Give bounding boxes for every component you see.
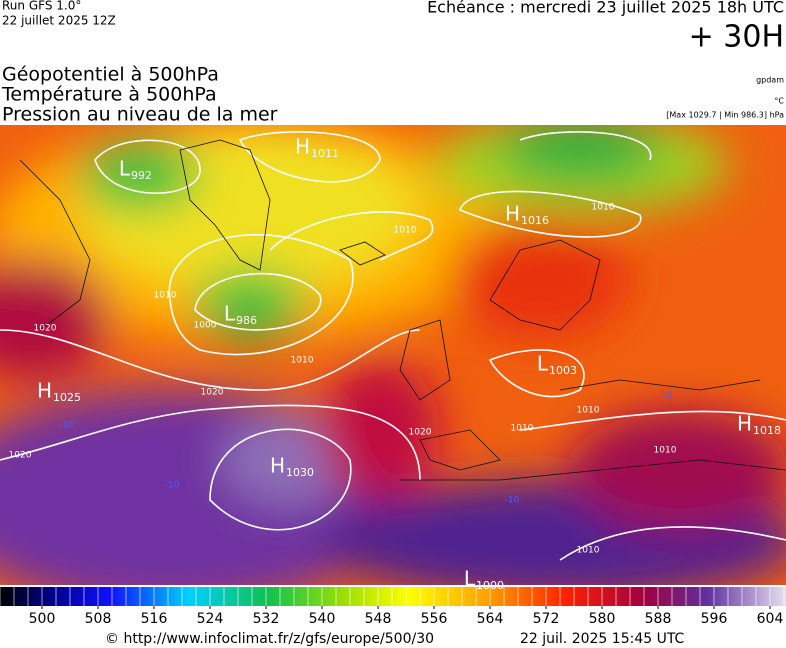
colorbar-tick-label: 588 bbox=[645, 611, 672, 627]
isobar-label: 1020 bbox=[34, 324, 57, 334]
pressure-center: H bbox=[737, 412, 752, 436]
pressure-value: 986 bbox=[236, 314, 257, 327]
source-url: © http://www.infoclimat.fr/z/gfs/europe/… bbox=[105, 631, 434, 647]
map-title: Température à 500hPa bbox=[1, 84, 217, 106]
colorbar-tick-label: 596 bbox=[701, 611, 728, 627]
colorbar-tick-label: 604 bbox=[757, 611, 784, 627]
pressure-value: 1025 bbox=[53, 391, 81, 404]
temperature-label: -10 bbox=[165, 481, 180, 491]
pressure-center: L bbox=[119, 157, 131, 181]
colorbar-tick-label: 548 bbox=[365, 611, 392, 627]
map-title: Pression au niveau de la mer bbox=[2, 104, 278, 126]
isobar-label: 1020 bbox=[409, 428, 432, 438]
colorbar-tick-label: 516 bbox=[141, 611, 168, 627]
pressure-center: L bbox=[464, 567, 476, 591]
colorbar-tick-label: 556 bbox=[421, 611, 448, 627]
unit-label: °C bbox=[774, 97, 784, 106]
isobar-label: 1000 bbox=[194, 321, 217, 331]
pressure-center: L bbox=[224, 302, 236, 326]
colorbar-tick-label: 564 bbox=[477, 611, 504, 627]
unit-label: gpdam bbox=[756, 76, 784, 85]
pressure-value: 1016 bbox=[521, 214, 549, 227]
isobar-label: 1010 bbox=[654, 446, 677, 456]
isobar-label: 1010 bbox=[592, 203, 615, 213]
pressure-value: 1030 bbox=[286, 466, 314, 479]
pressure-center: H bbox=[505, 202, 520, 226]
colorbar-tick-label: 500 bbox=[29, 611, 56, 627]
map-title: Géopotentiel à 500hPa bbox=[2, 64, 219, 86]
isobar-label: 1020 bbox=[201, 388, 224, 398]
colorbar-tick-label: 572 bbox=[533, 611, 560, 627]
colorbar-tick-label: 508 bbox=[85, 611, 112, 627]
coastlines bbox=[19, 139, 786, 481]
pressure-center: L bbox=[537, 352, 549, 376]
lead-time: + 30H bbox=[689, 20, 784, 55]
isobars bbox=[0, 131, 786, 561]
unit-label: [Max 1029.7 | Min 986.3] hPa bbox=[666, 111, 784, 120]
isobar-label: 1010 bbox=[394, 226, 417, 236]
isobar-label: 1010 bbox=[154, 291, 177, 301]
map bbox=[0, 125, 786, 585]
pressure-center: H bbox=[295, 135, 310, 159]
isobar-label: 1010 bbox=[577, 546, 600, 556]
temperature-label: -10 bbox=[658, 391, 673, 401]
pressure-value: 1011 bbox=[311, 147, 339, 160]
pressure-value: 1018 bbox=[753, 424, 781, 437]
run-date: 22 juillet 2025 12Z bbox=[2, 14, 116, 28]
pressure-value: 992 bbox=[131, 169, 152, 182]
isobar-label: 1020 bbox=[9, 451, 32, 461]
colorbar-tick-label: 532 bbox=[253, 611, 280, 627]
run-label: Run GFS 1.0° bbox=[2, 0, 81, 13]
pressure-center: H bbox=[37, 379, 52, 403]
isobar-label: 1010 bbox=[291, 356, 314, 366]
colorbar bbox=[0, 587, 786, 606]
forecast-time: Echéance : mercredi 23 juillet 2025 18h … bbox=[427, 0, 784, 17]
temperature-label: -10 bbox=[59, 421, 74, 431]
generated-time: 22 juil. 2025 15:45 UTC bbox=[520, 631, 685, 647]
pressure-center: H bbox=[270, 454, 285, 478]
colorbar-tick-label: 580 bbox=[589, 611, 616, 627]
pressure-value: 1003 bbox=[549, 364, 577, 377]
colorbar-tick-label: 540 bbox=[309, 611, 336, 627]
temperature-label: -10 bbox=[505, 496, 520, 506]
isobar-label: 1010 bbox=[511, 424, 534, 434]
isobar-label: 1010 bbox=[577, 406, 600, 416]
colorbar-tick-label: 524 bbox=[197, 611, 224, 627]
pressure-value: 1000 bbox=[476, 579, 504, 592]
